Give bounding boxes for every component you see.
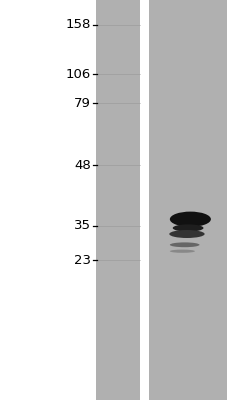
Ellipse shape — [172, 224, 202, 232]
Text: 35: 35 — [74, 220, 91, 232]
Text: 48: 48 — [74, 159, 91, 172]
Text: 158: 158 — [66, 18, 91, 31]
Ellipse shape — [169, 242, 199, 247]
Bar — [140, 0, 149, 400]
Ellipse shape — [169, 212, 210, 227]
Ellipse shape — [169, 250, 194, 253]
Text: 79: 79 — [74, 97, 91, 110]
Text: 23: 23 — [74, 254, 91, 266]
Ellipse shape — [168, 230, 204, 238]
Bar — [149, 0, 227, 400]
Bar — [95, 0, 140, 400]
Text: 106: 106 — [66, 68, 91, 80]
